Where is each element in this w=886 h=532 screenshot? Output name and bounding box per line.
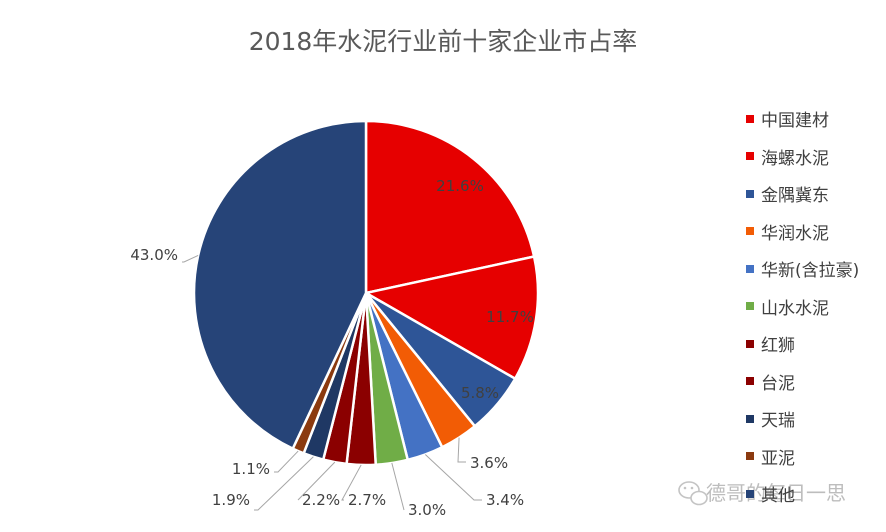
leader-lines [182, 255, 482, 511]
legend-swatch [746, 152, 754, 161]
watermark: 德哥的每日一思 [672, 474, 852, 512]
leader-line [182, 255, 199, 263]
pie-slice [362, 255, 540, 381]
data-label: 5.8% [461, 384, 499, 402]
legend-item: 亚泥 [746, 438, 859, 476]
data-label: 11.7% [486, 308, 534, 326]
legend-item: 其他 [746, 475, 859, 513]
watermark-text: 德哥的每日一思 [706, 481, 846, 505]
data-label: 2.2% [302, 491, 340, 509]
pie-slice [192, 119, 368, 451]
pie-slices [192, 119, 540, 467]
leader-line [341, 464, 362, 501]
legend-label: 亚泥 [761, 448, 795, 469]
chart-title: 2018年水泥行业前十家企业市占率 [248, 27, 638, 56]
legend-swatch [746, 489, 754, 498]
data-label: 2.7% [348, 491, 386, 509]
legend-label: 天瑞 [761, 411, 795, 432]
legend-swatch [746, 302, 754, 311]
leader-line [254, 456, 314, 511]
legend-item: 中国建材 [746, 100, 859, 138]
leader-line [297, 461, 336, 501]
legend-swatch [746, 114, 754, 123]
data-label: 1.1% [232, 460, 270, 478]
legend-swatch [746, 377, 754, 386]
legend-item: 海螺水泥 [746, 138, 859, 176]
legend-swatch [746, 227, 754, 236]
data-label: 21.6% [436, 177, 484, 195]
legend-swatch [746, 264, 754, 273]
legend-item: 山水水泥 [746, 288, 859, 326]
data-label: 3.6% [470, 454, 508, 472]
data-labels: 21.6% 11.7% 5.8% 3.6% 3.4% 3.0% 2.7% 2.2% 1.9% 1.… [130, 177, 533, 519]
legend-label: 山水水泥 [761, 298, 829, 319]
leader-line [391, 462, 405, 511]
legend-item: 红狮 [746, 325, 859, 363]
pie-slice [364, 119, 536, 295]
legend-item: 天瑞 [746, 400, 859, 438]
legend-item: 华润水泥 [746, 213, 859, 251]
data-label: 43.0% [130, 246, 178, 264]
legend-swatch [746, 414, 754, 423]
legend-label: 海螺水泥 [761, 148, 829, 169]
legend-label: 红狮 [761, 336, 795, 357]
leader-line [274, 450, 299, 473]
wechat-icon [678, 481, 708, 506]
legend-label: 华新(含拉豪) [761, 261, 860, 282]
leader-line [457, 437, 466, 463]
legend-label: 台泥 [761, 373, 795, 394]
data-label: 3.4% [486, 491, 524, 509]
data-label: 1.9% [212, 491, 250, 509]
legend-swatch [746, 452, 754, 461]
legend-label: 金隅冀东 [761, 186, 829, 207]
leader-line [424, 454, 482, 501]
data-label: 3.0% [408, 501, 446, 519]
legend-item: 华新(含拉豪) [746, 250, 859, 288]
legend: 中国建材海螺水泥金隅冀东华润水泥华新(含拉豪) 山水水泥红狮台泥天瑞亚泥其他 [746, 100, 859, 513]
legend-item: 金隅冀东 [746, 175, 859, 213]
legend-label: 中国建材 [761, 111, 829, 132]
legend-item: 台泥 [746, 363, 859, 401]
legend-swatch [746, 189, 754, 198]
legend-label: 其他 [761, 486, 795, 507]
legend-label: 华润水泥 [761, 223, 829, 244]
legend-swatch [746, 339, 754, 348]
